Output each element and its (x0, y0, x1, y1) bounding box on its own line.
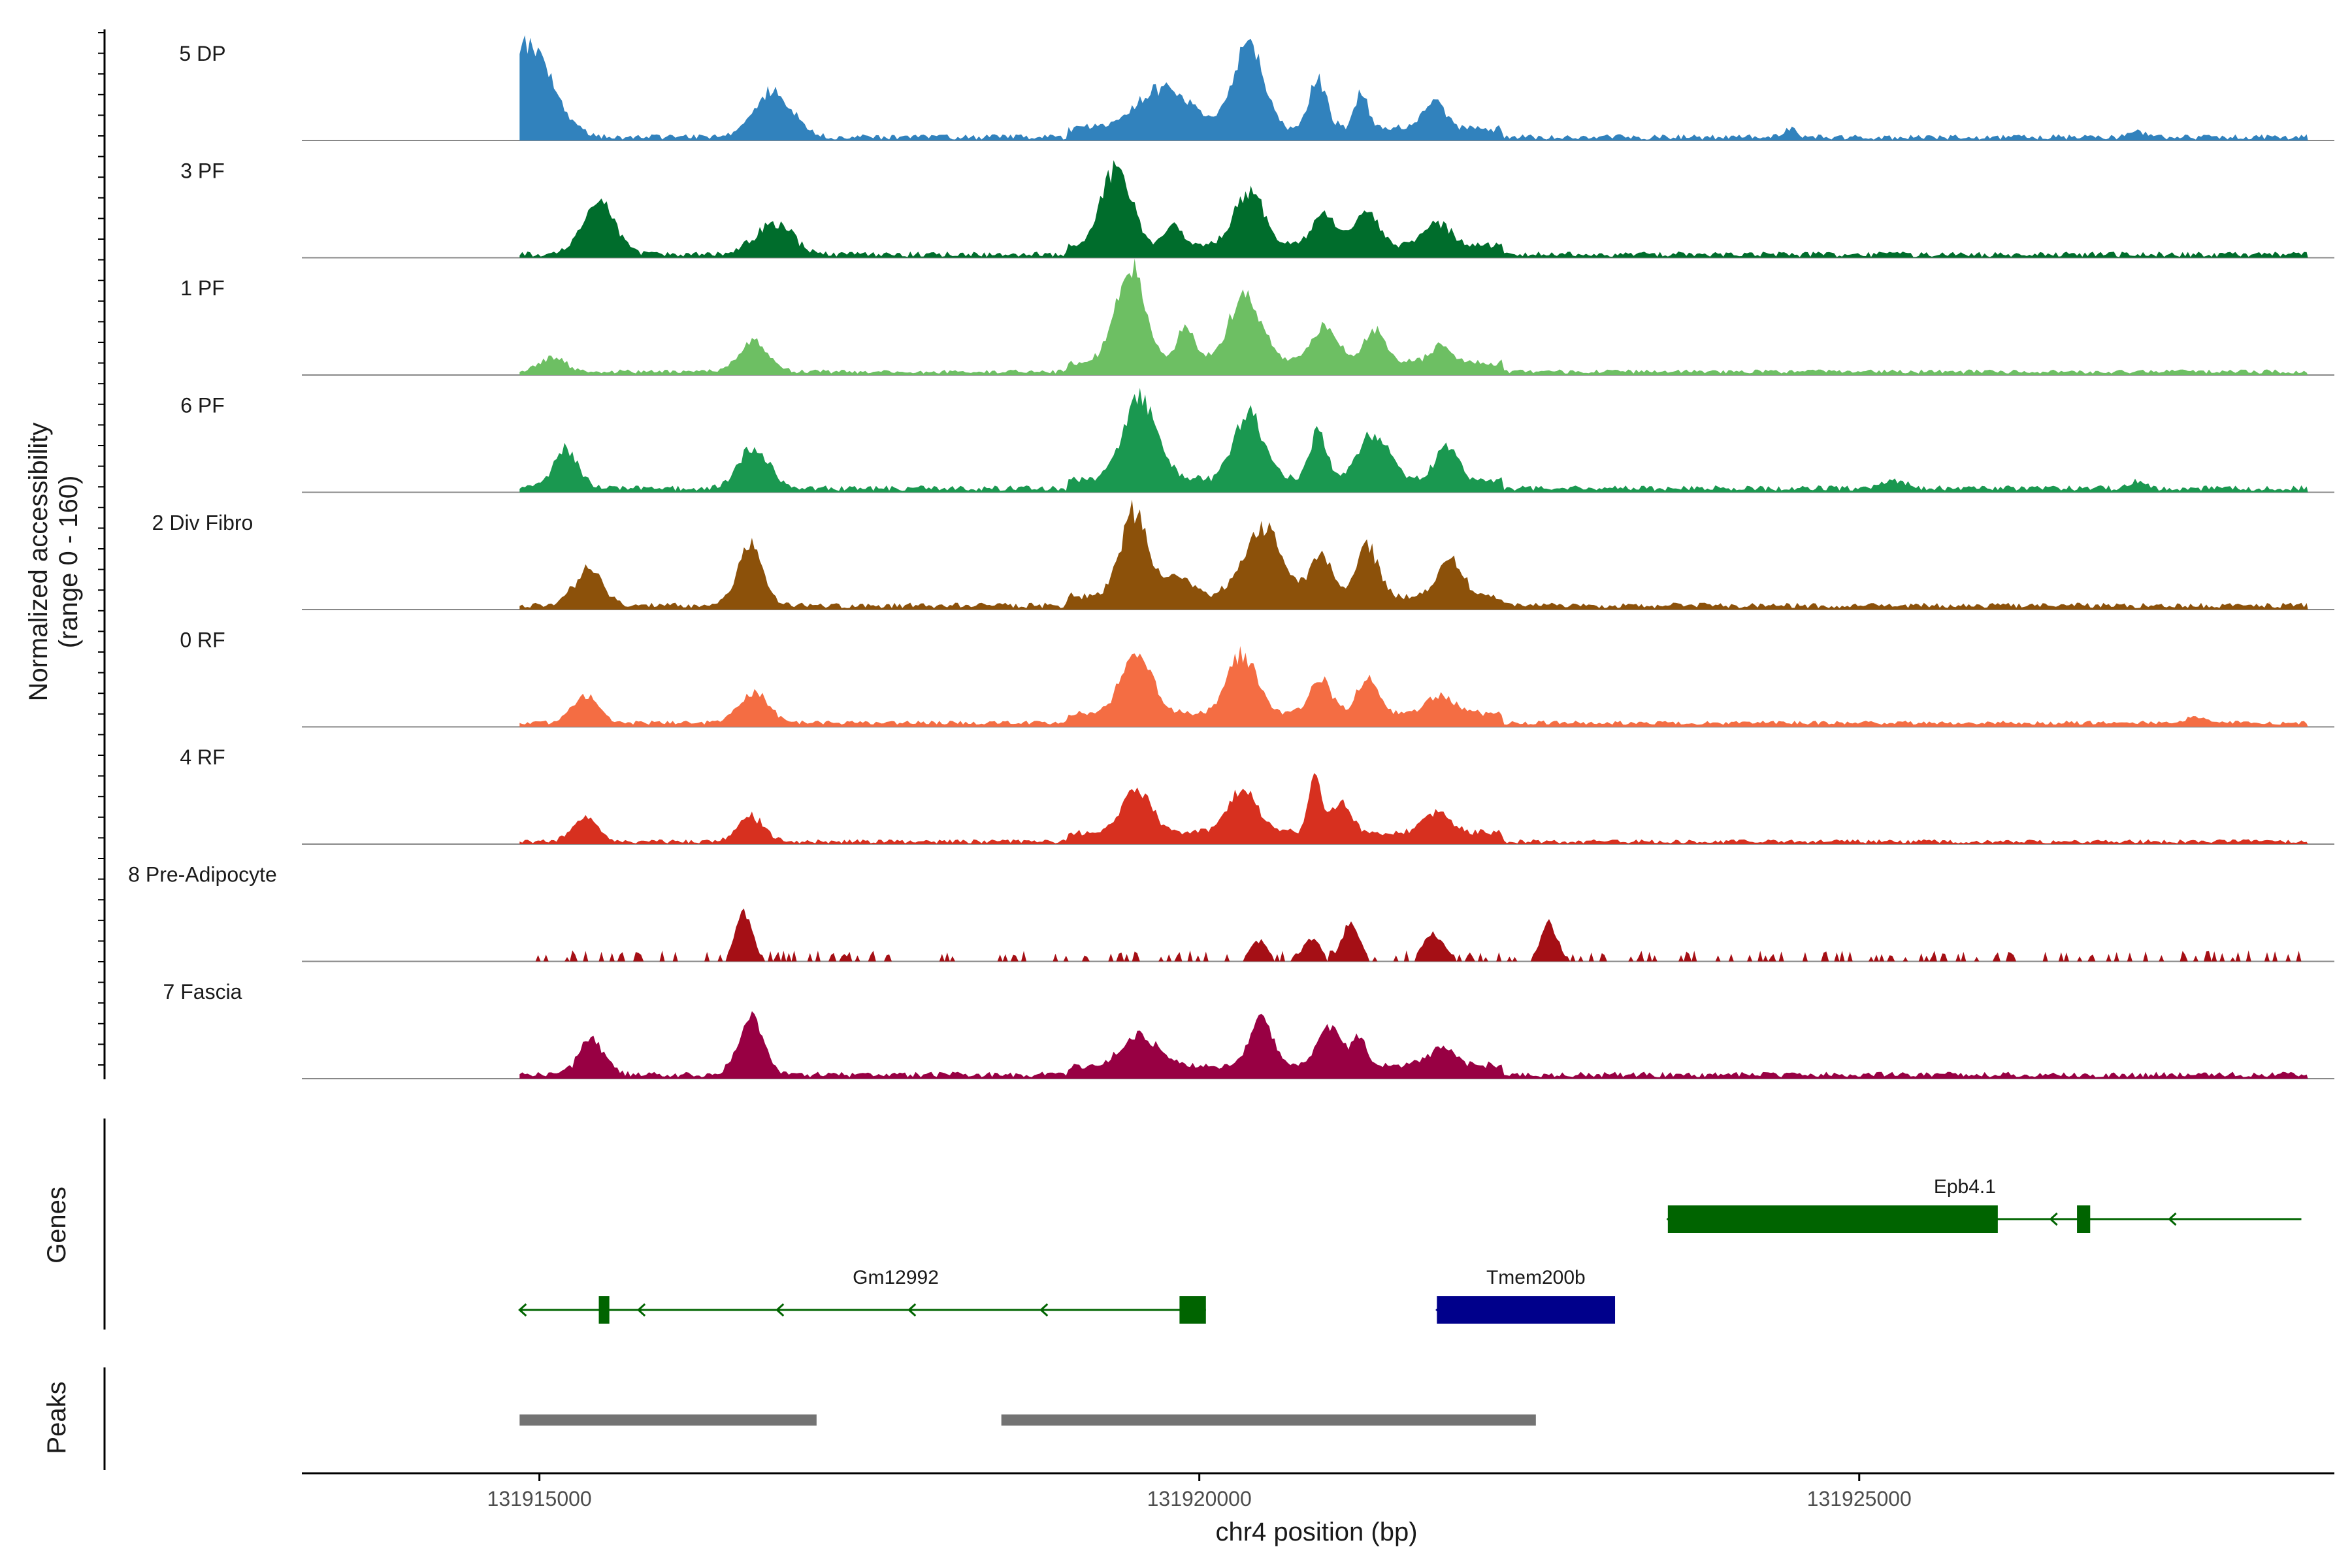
gene-label: Tmem200b (1486, 1267, 1586, 1288)
track-label: 7 Fascia (163, 980, 242, 1004)
gene-label: Epb4.1 (1934, 1176, 1996, 1198)
gene-exon (2077, 1205, 2091, 1233)
y-axis-title: Normalized accessibility (24, 423, 53, 702)
track-6-pf: 6 PF (180, 387, 2334, 493)
coverage-area (519, 387, 2308, 493)
gene-label: Gm12992 (853, 1267, 939, 1288)
coverage-area (519, 773, 2308, 844)
strand-arrow-icon (907, 1303, 917, 1317)
track-label: 3 PF (180, 159, 225, 183)
gene-exon (1437, 1296, 1616, 1324)
coverage-area (519, 35, 2308, 141)
peaks-panel-label: Peaks (42, 1381, 71, 1454)
peaks-panel (519, 1414, 1536, 1426)
coverage-area (519, 1011, 2308, 1079)
strand-arrow-icon (2049, 1212, 2058, 1226)
x-axis: 131915000 131920000 131925000 (302, 1472, 2334, 1511)
gene-epb41: Epb4.1 (1666, 1176, 2302, 1233)
strand-arrow-icon (1039, 1303, 1049, 1317)
strand-arrow-icon (1435, 1303, 1445, 1317)
gene-tmem200b: Tmem200b (1435, 1267, 1616, 1324)
track-8-pre-adipocyte: 8 Pre-Adipocyte (128, 863, 2334, 962)
strand-arrow-icon (1666, 1212, 1675, 1226)
coverage-area (519, 499, 2308, 610)
track-2-div-fibro: 2 Div Fibro (152, 499, 2334, 610)
y-axis-subtitle: (range 0 - 160) (54, 476, 83, 649)
track-label: 6 PF (180, 394, 225, 417)
peak-bar (1001, 1414, 1536, 1426)
x-tick-label: 131925000 (1807, 1487, 1912, 1511)
strand-arrow-icon (2168, 1212, 2177, 1226)
track-0-rf: 0 RF (180, 629, 2334, 728)
track-5-dp: 5 DP (179, 35, 2334, 141)
x-axis-title: chr4 position (bp) (1215, 1518, 1417, 1546)
track-3-pf: 3 PF (180, 159, 2334, 259)
track-label: 0 RF (180, 629, 225, 652)
coverage-tracks: 5 DP 3 PF 1 PF 6 PF 2 Div Fibro 0 RF 4 RF 8 Pre… (128, 35, 2334, 1079)
gene-exon (598, 1296, 610, 1324)
track-label: 1 PF (180, 276, 225, 300)
track-1-pf: 1 PF (180, 258, 2334, 376)
coverage-area (519, 645, 2308, 727)
track-label: 2 Div Fibro (152, 511, 253, 534)
track-4-rf: 4 RF (180, 745, 2334, 845)
genes-panel-label: Genes (42, 1186, 71, 1264)
peak-bar (519, 1414, 817, 1426)
coverage-area (519, 908, 2308, 962)
coverage-area (519, 160, 2308, 258)
x-tick-label: 131920000 (1147, 1487, 1252, 1511)
gene-gm12992: Gm12992 (518, 1267, 1206, 1324)
gene-annotation-panel: Gm12992 Tmem200b Epb4.1 (518, 1176, 2302, 1324)
coverage-area (519, 258, 2308, 375)
strand-arrow-icon (636, 1303, 646, 1317)
track-label: 5 DP (179, 42, 225, 65)
strand-arrow-icon (518, 1303, 527, 1317)
track-label: 8 Pre-Adipocyte (128, 863, 277, 887)
gene-exon (1179, 1296, 1206, 1324)
left-axis (98, 29, 106, 1470)
gene-exon (1667, 1205, 1998, 1233)
x-tick-label: 131915000 (487, 1487, 592, 1511)
strand-arrow-icon (776, 1303, 785, 1317)
track-label: 4 RF (180, 745, 225, 769)
track-7-fascia: 7 Fascia (163, 980, 2334, 1079)
